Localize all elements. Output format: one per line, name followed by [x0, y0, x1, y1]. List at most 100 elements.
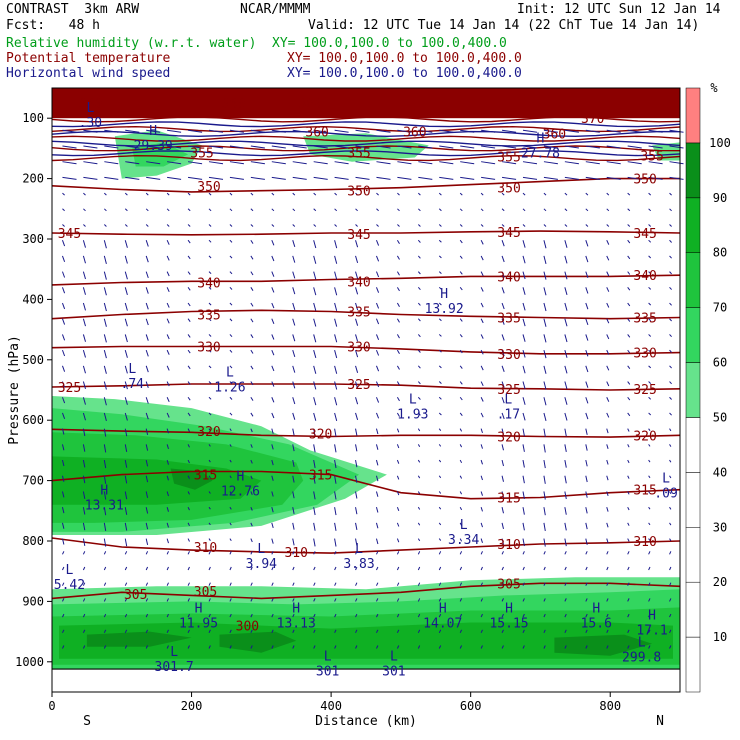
- wind-vector-55: [585, 145, 600, 149]
- wind-vector-95: [167, 176, 182, 180]
- wind-vector-588: [438, 428, 442, 431]
- jet-contour-5: [51, 140, 681, 147]
- jet-contour-4: [51, 135, 681, 142]
- wind-vector-515: [166, 397, 170, 403]
- wind-vector-12: [313, 129, 328, 133]
- wind-vector-889: [459, 582, 463, 586]
- wind-vector-212: [103, 240, 107, 249]
- wind-vector-638: [229, 459, 232, 463]
- wind-vector-521: [292, 397, 296, 405]
- wind-vector-625: [585, 444, 588, 451]
- wind-vector-739: [459, 506, 463, 511]
- extremum-type-14: H: [439, 601, 447, 616]
- wind-vector-974: [355, 629, 358, 634]
- wind-vector-115: [585, 176, 600, 180]
- wind-vector-635: [166, 459, 169, 465]
- theta-contour-340: [51, 274, 681, 286]
- wind-vector-389: [669, 318, 672, 322]
- wind-vector-854: [355, 566, 358, 571]
- wind-vector-727: [208, 506, 211, 510]
- wind-vector-886: [396, 582, 400, 586]
- wind-vector-461: [292, 365, 296, 373]
- wind-vector-259: [459, 255, 463, 259]
- wind-vector-496: [396, 381, 400, 386]
- wind-vector-773: [543, 522, 546, 531]
- wind-vector-305: [166, 287, 170, 293]
- extremum-type-0: H: [440, 287, 448, 302]
- wind-vector-665: [166, 475, 169, 481]
- wind-vector-41: [292, 145, 307, 149]
- wind-vector-776: [606, 522, 609, 528]
- wind-vector-672: [313, 475, 316, 484]
- jet-contour-3: [51, 130, 681, 138]
- wind-vector-169: [459, 208, 463, 212]
- wind-vector-876: [187, 582, 190, 586]
- wind-vector-34: [146, 145, 161, 149]
- wind-vector-893: [543, 582, 546, 586]
- wind-vector-583: [334, 428, 337, 437]
- wind-vector-218: [229, 239, 233, 243]
- wind-vector-296: [606, 271, 610, 277]
- wind-vector-238: [648, 239, 652, 243]
- wind-vector-984: [564, 629, 567, 634]
- theta-contour-320: [51, 428, 681, 438]
- wind-vector-749: [669, 506, 672, 510]
- x-tick-label-0: 0: [48, 699, 55, 713]
- wind-vector-794: [355, 538, 358, 546]
- theta-label-9: 340: [347, 275, 370, 290]
- wind-vector-571: [82, 428, 86, 437]
- wind-vector-197: [417, 224, 421, 227]
- wind-vector-127: [208, 192, 212, 196]
- wind-vector-491: [292, 381, 296, 389]
- wind-vector-67: [208, 161, 224, 165]
- wind-vector-964: [145, 629, 149, 634]
- wind-vector-26: [606, 129, 621, 133]
- wind-vector-909: [250, 598, 253, 602]
- wind-vector-963: [124, 629, 128, 634]
- wind-vector-352: [522, 302, 526, 311]
- wind-vector-762: [313, 522, 316, 531]
- valid-label: Valid: 12 UTC Tue 14 Jan 14 (22 ChT Tue …: [308, 18, 700, 33]
- wind-vector-969: [250, 629, 253, 634]
- wind-vector-582: [313, 428, 316, 437]
- wind-vector-877: [208, 582, 211, 586]
- wind-vector-565: [585, 412, 589, 420]
- extremum-type-19: L: [324, 650, 332, 665]
- wind-vector-663: [124, 475, 128, 484]
- wind-vector-959: [669, 613, 672, 618]
- wind-vector-580: [271, 428, 274, 434]
- wind-vector-186: [187, 224, 191, 227]
- wind-vector-9: [250, 129, 265, 133]
- wind-vector-940: [271, 613, 274, 618]
- wind-vector-865: [585, 566, 588, 571]
- wind-vector-196: [397, 224, 400, 227]
- wind-vector-551: [292, 412, 296, 420]
- wind-vector-797: [417, 538, 421, 542]
- wind-vector-380: [480, 318, 484, 324]
- wind-vector-246: [187, 255, 191, 260]
- y-tick-label-1: 200: [22, 172, 44, 186]
- wind-vector-631: [82, 459, 86, 468]
- wind-vector-36: [187, 145, 203, 149]
- field-rh-xy: XY= 100.0,100.0 to 100.0,400.0: [272, 36, 507, 51]
- wind-vector-179: [669, 208, 672, 212]
- wind-vector-787: [208, 538, 211, 541]
- wind-vector-314: [355, 287, 359, 295]
- wind-vector-412: [522, 334, 526, 342]
- wind-vector-126: [187, 192, 191, 196]
- theta-label-42: 380: [298, 97, 321, 112]
- wind-vector-755: [166, 522, 169, 528]
- wind-vector-977: [417, 629, 421, 634]
- colorbar-bin-4: [685, 417, 701, 473]
- wind-vector-121: [83, 192, 86, 196]
- wind-vector-544: [145, 412, 149, 420]
- wind-vector-293: [543, 271, 547, 280]
- wind-vector-357: [627, 302, 631, 307]
- wind-vector-538: [648, 396, 652, 400]
- wind-vector-484: [145, 381, 149, 388]
- wind-vector-882: [313, 582, 316, 586]
- wind-vector-39: [250, 145, 265, 149]
- wind-vector-681: [501, 475, 504, 482]
- wind-vector-393: [124, 334, 128, 343]
